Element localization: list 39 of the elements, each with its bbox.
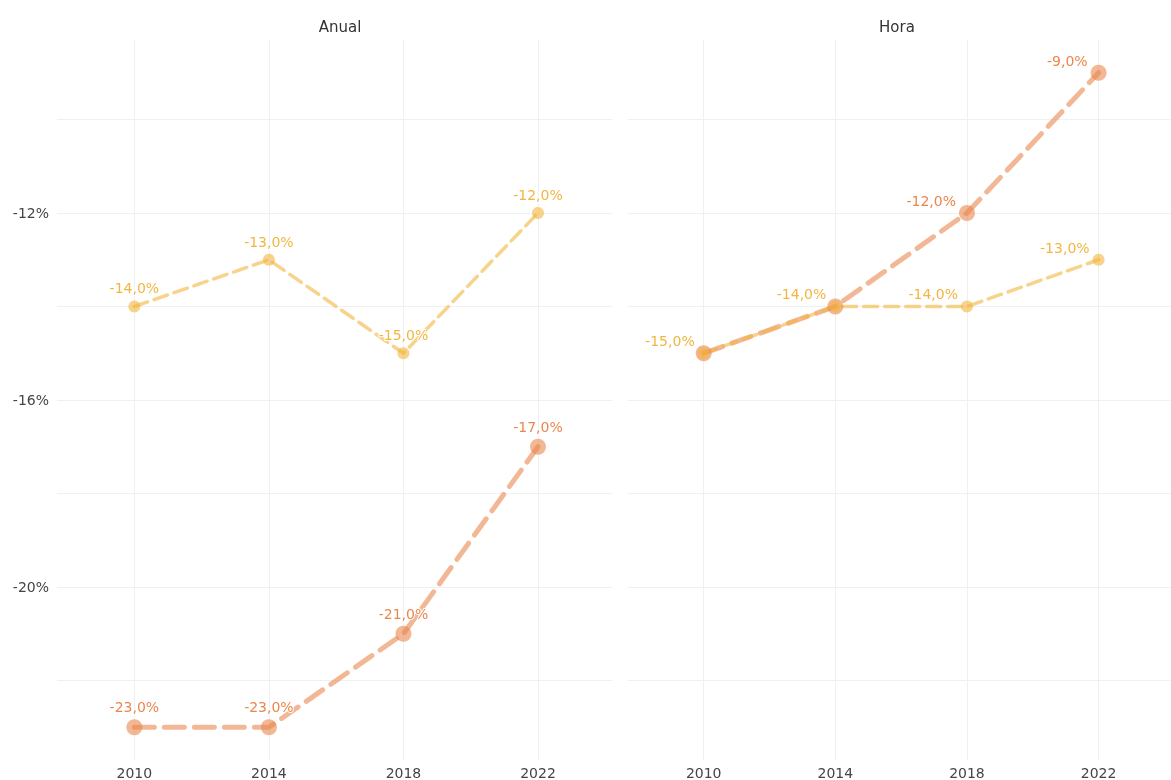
data-label: -13,0% bbox=[1040, 239, 1090, 256]
x-tick-label: 2010 bbox=[116, 765, 153, 780]
chart-title: Anual bbox=[318, 17, 362, 36]
data-label: -9,0% bbox=[1046, 52, 1088, 69]
x-tick-label: 2014 bbox=[817, 765, 854, 780]
data-label: -21,0% bbox=[378, 605, 429, 622]
point bbox=[960, 300, 973, 313]
x-tick-label: 2018 bbox=[385, 765, 422, 780]
data-label: -12,0% bbox=[906, 192, 956, 209]
point bbox=[397, 347, 410, 360]
data-label: -14,0% bbox=[109, 280, 160, 297]
chart-title: Hora bbox=[879, 17, 915, 36]
point bbox=[1090, 64, 1107, 81]
point bbox=[395, 625, 412, 642]
data-label: -15,0% bbox=[378, 327, 429, 344]
data-label: -12,0% bbox=[513, 186, 563, 203]
y-tick-label: -12% bbox=[12, 204, 49, 221]
x-tick-label: 2018 bbox=[949, 765, 985, 780]
data-label: -14,0% bbox=[776, 286, 827, 303]
point bbox=[958, 204, 975, 221]
data-label: -23,0% bbox=[109, 699, 160, 716]
y-tick-label: -20% bbox=[12, 579, 49, 596]
point bbox=[530, 438, 546, 455]
x-tick-label: 2022 bbox=[520, 765, 556, 780]
point bbox=[1092, 253, 1105, 266]
data-label: -17,0% bbox=[513, 418, 563, 435]
x-tick-label: 2014 bbox=[251, 765, 287, 780]
y-tick-label: -16% bbox=[12, 392, 49, 408]
point bbox=[126, 719, 143, 736]
x-tick-label: 2022 bbox=[1080, 765, 1117, 780]
data-label: -23,0% bbox=[244, 699, 294, 716]
point bbox=[260, 719, 277, 736]
data-label: -15,0% bbox=[645, 333, 695, 350]
point bbox=[262, 253, 275, 266]
point bbox=[128, 300, 141, 313]
data-label: -14,0% bbox=[908, 286, 958, 303]
point bbox=[532, 206, 544, 219]
x-tick-label: 2010 bbox=[685, 765, 722, 780]
data-label: -13,0% bbox=[244, 233, 294, 250]
